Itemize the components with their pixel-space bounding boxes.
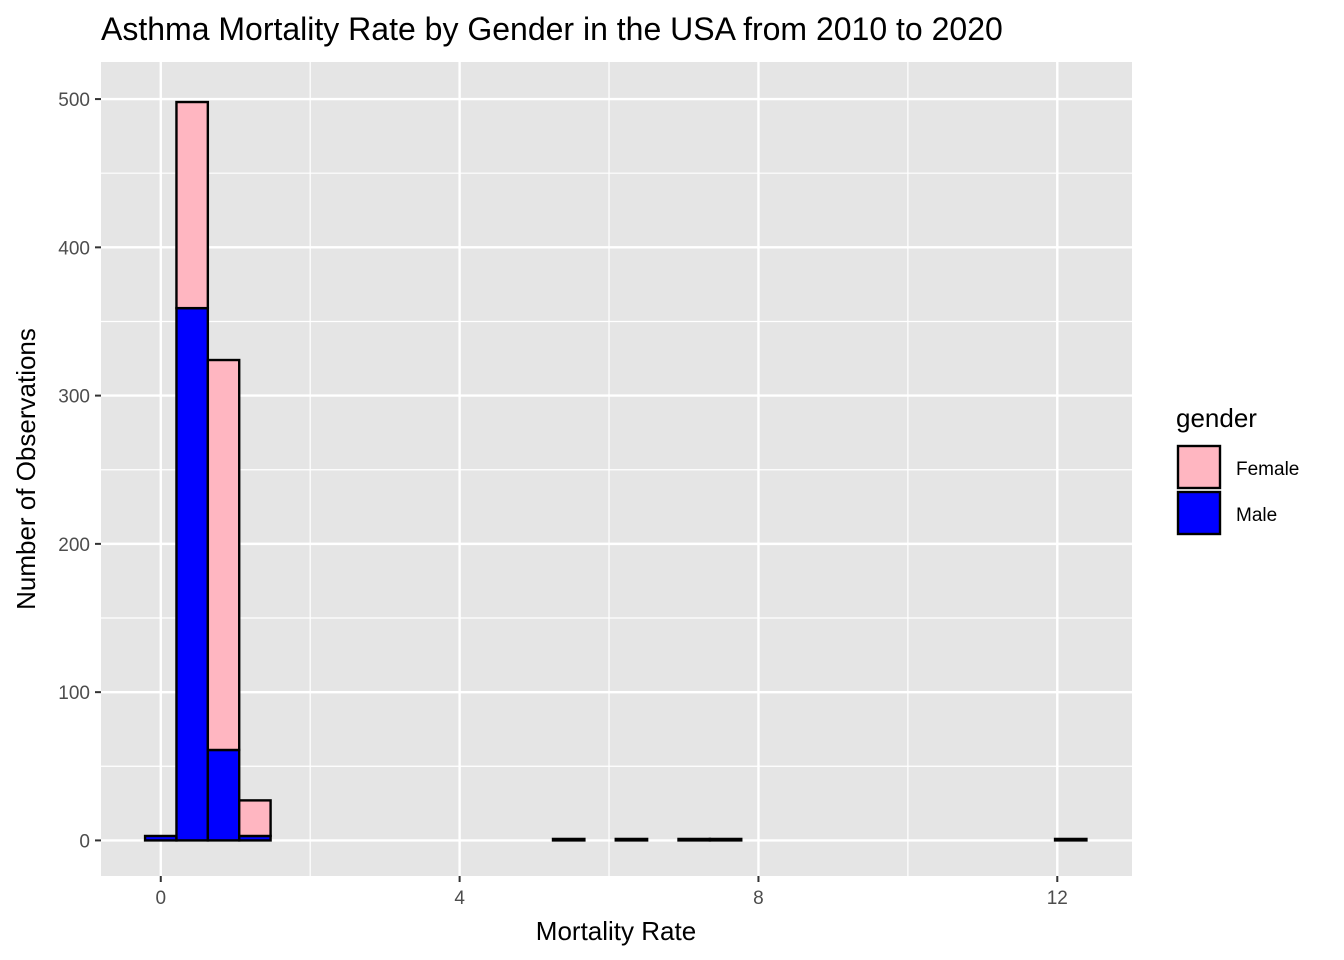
bar-male bbox=[143, 834, 178, 842]
x-tick-label: 4 bbox=[454, 888, 465, 909]
x-axis: 0 4 8 12 bbox=[155, 876, 1068, 909]
legend: gender Female Male bbox=[1176, 403, 1299, 536]
y-tick-label: 400 bbox=[58, 238, 90, 259]
bar-female bbox=[551, 837, 586, 842]
x-tick-label: 8 bbox=[753, 888, 764, 909]
bar-female bbox=[708, 837, 743, 842]
x-tick-label: 12 bbox=[1047, 888, 1068, 909]
y-tick-label: 200 bbox=[58, 535, 90, 556]
legend-key-male bbox=[1176, 490, 1222, 536]
bar-female bbox=[206, 358, 241, 752]
legend-label-male: Male bbox=[1236, 505, 1277, 526]
bar-female bbox=[238, 799, 272, 838]
x-tick-label: 0 bbox=[155, 888, 166, 909]
bar-female bbox=[175, 100, 210, 310]
chart-title: Asthma Mortality Rate by Gender in the U… bbox=[101, 11, 1003, 47]
y-tick-label: 0 bbox=[79, 831, 90, 852]
bars bbox=[143, 100, 1088, 842]
legend-title: gender bbox=[1176, 403, 1257, 433]
x-axis-title: Mortality Rate bbox=[536, 916, 696, 946]
plot-panel bbox=[101, 62, 1132, 876]
bar-female bbox=[677, 837, 712, 842]
bar-female bbox=[614, 837, 649, 842]
y-axis: 0 100 200 300 400 500 bbox=[58, 90, 101, 852]
bar-female bbox=[1053, 837, 1088, 842]
legend-key-female bbox=[1176, 444, 1222, 490]
bar-male bbox=[175, 306, 210, 842]
y-tick-label: 500 bbox=[58, 90, 90, 111]
bar-male bbox=[206, 748, 241, 842]
y-axis-title: Number of Observations bbox=[11, 328, 41, 610]
y-tick-label: 300 bbox=[58, 387, 90, 408]
legend-label-female: Female bbox=[1236, 459, 1299, 480]
y-tick-label: 100 bbox=[58, 683, 90, 704]
